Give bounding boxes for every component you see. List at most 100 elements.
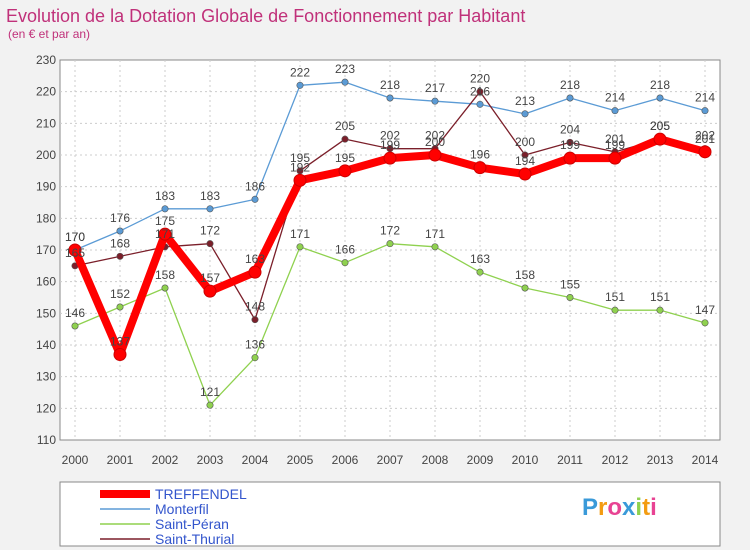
- data-point-saint-p-ran: [71, 322, 79, 330]
- data-label-treffendel: 200: [425, 135, 445, 149]
- data-point-monterfil: [611, 107, 619, 115]
- data-label-saint-thurial: 205: [335, 119, 355, 133]
- data-point-monterfil: [476, 100, 484, 108]
- data-point-saint-p-ran: [386, 240, 394, 248]
- x-tick-label: 2008: [422, 453, 449, 467]
- data-point-treffendel: [113, 348, 127, 361]
- data-point-monterfil: [341, 78, 349, 86]
- data-label-saint-thurial: 148: [245, 300, 265, 314]
- data-label-treffendel: 194: [515, 154, 535, 168]
- data-point-treffendel: [383, 151, 397, 165]
- legend-box: [59, 481, 721, 547]
- x-tick-label: 2006: [332, 453, 359, 467]
- data-label-saint-thurial: 171: [155, 227, 175, 241]
- y-axis-ticks: 110 120 130 140 150 160 170 180 190 200 210 220 230: [36, 53, 56, 447]
- x-tick-label: 2004: [242, 453, 269, 467]
- data-label-treffendel: 170: [65, 230, 85, 244]
- data-point-saint-thurial: [206, 240, 214, 248]
- data-point-monterfil: [701, 107, 709, 115]
- data-label-monterfil: 186: [245, 179, 265, 193]
- data-label-monterfil: 218: [650, 78, 670, 92]
- data-label-treffendel: 157: [200, 271, 220, 285]
- data-point-saint-p-ran: [296, 243, 304, 251]
- x-tick-label: 2005: [287, 453, 314, 467]
- x-tick-label: 2011: [557, 453, 583, 467]
- data-label-saint-p-ran: 152: [110, 287, 130, 301]
- legend-label: Saint-Péran: [155, 516, 229, 532]
- x-tick-label: 2000: [62, 453, 89, 467]
- data-point-saint-p-ran: [251, 354, 259, 362]
- data-point-treffendel: [293, 173, 307, 187]
- data-label-treffendel: 195: [335, 151, 355, 165]
- data-point-saint-p-ran: [431, 243, 439, 251]
- data-label-saint-thurial: 202: [695, 129, 715, 143]
- data-point-monterfil: [251, 195, 259, 203]
- x-tick-label: 2001: [107, 453, 134, 467]
- x-tick-label: 2003: [197, 453, 224, 467]
- data-label-saint-thurial: 204: [560, 122, 580, 136]
- data-label-saint-thurial: 201: [605, 132, 625, 146]
- data-point-saint-p-ran: [161, 284, 169, 292]
- legend-label: TREFFENDEL: [155, 486, 247, 502]
- data-point-saint-p-ran: [476, 268, 484, 276]
- data-label-treffendel: 163: [245, 252, 265, 266]
- data-label-saint-p-ran: 171: [425, 227, 445, 241]
- data-point-saint-thurial: [566, 138, 574, 146]
- data-point-treffendel: [158, 227, 172, 241]
- data-label-monterfil: 176: [110, 211, 130, 225]
- data-label-treffendel: 199: [380, 138, 400, 152]
- data-label-saint-p-ran: 158: [155, 268, 175, 282]
- data-point-saint-thurial: [116, 252, 124, 260]
- x-tick-label: 2010: [512, 453, 539, 467]
- logo-text: Proxiti: [582, 494, 657, 521]
- x-tick-label: 2012: [602, 453, 629, 467]
- chart-subtitle: (en € et par an): [8, 27, 90, 41]
- data-point-treffendel: [338, 164, 352, 178]
- legend: TREFFENDELMonterfilSaint-PéranSaint-Thur…: [100, 486, 247, 547]
- y-tick-label: 190: [36, 180, 56, 194]
- data-label-monterfil: 223: [335, 62, 355, 76]
- data-label-treffendel: 175: [155, 214, 175, 228]
- data-label-monterfil: 214: [605, 91, 625, 105]
- data-point-saint-thurial: [521, 151, 529, 159]
- y-tick-label: 160: [36, 275, 56, 289]
- data-point-treffendel: [428, 148, 442, 162]
- data-point-monterfil: [116, 227, 124, 235]
- y-tick-label: 180: [36, 211, 56, 225]
- data-point-saint-thurial: [476, 88, 484, 96]
- data-point-saint-p-ran: [566, 293, 574, 301]
- data-label-saint-p-ran: 151: [650, 290, 670, 304]
- data-point-treffendel: [518, 167, 532, 181]
- data-label-treffendel: 196: [470, 148, 490, 162]
- data-point-monterfil: [521, 110, 529, 118]
- y-tick-label: 150: [36, 306, 56, 320]
- y-tick-label: 130: [36, 370, 56, 384]
- y-tick-label: 120: [36, 401, 56, 415]
- data-point-saint-p-ran: [656, 306, 664, 314]
- data-point-monterfil: [161, 205, 169, 213]
- x-tick-label: 2009: [467, 453, 494, 467]
- data-point-treffendel: [473, 161, 487, 175]
- y-tick-label: 200: [36, 148, 56, 162]
- data-label-saint-p-ran: 151: [605, 290, 625, 304]
- data-point-saint-thurial: [341, 135, 349, 143]
- data-point-saint-p-ran: [611, 306, 619, 314]
- data-label-monterfil: 218: [380, 78, 400, 92]
- data-point-monterfil: [431, 97, 439, 105]
- data-label-saint-p-ran: 155: [560, 278, 580, 292]
- data-label-monterfil: 218: [560, 78, 580, 92]
- data-label-treffendel: 201: [695, 132, 715, 146]
- data-label-monterfil: 214: [695, 91, 715, 105]
- data-point-treffendel: [68, 243, 82, 257]
- data-label-saint-p-ran: 146: [65, 306, 85, 320]
- proxiti-logo: Proxiti: [582, 494, 657, 521]
- y-tick-label: 140: [36, 338, 56, 352]
- x-tick-label: 2007: [377, 453, 404, 467]
- data-point-treffendel: [608, 151, 622, 165]
- data-label-saint-p-ran: 171: [290, 227, 310, 241]
- data-point-monterfil: [386, 94, 394, 102]
- data-label-treffendel: 137: [110, 335, 130, 349]
- data-labels: 170 176 183 183 186 222 223 218 217 216 213 218 214 2…: [65, 62, 715, 399]
- data-label-monterfil: 217: [425, 81, 445, 95]
